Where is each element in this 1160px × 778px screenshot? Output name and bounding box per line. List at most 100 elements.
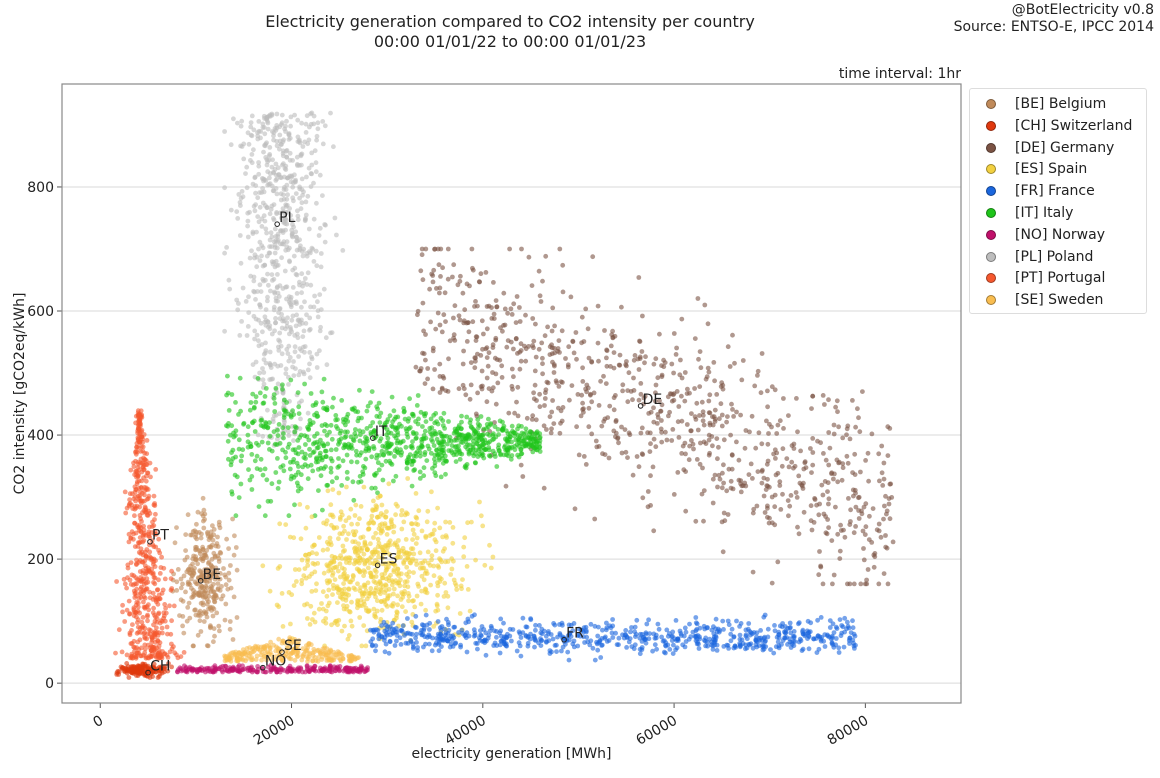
- data-point-fr: [541, 628, 547, 634]
- data-point-de: [835, 531, 841, 537]
- data-point-fr: [458, 642, 463, 648]
- data-point-it: [507, 446, 513, 451]
- data-point-pt: [147, 589, 153, 595]
- data-point-it: [384, 448, 389, 454]
- data-point-pl: [308, 171, 314, 176]
- data-point-it: [523, 430, 529, 436]
- data-point-de: [702, 302, 708, 308]
- data-point-it: [414, 403, 420, 408]
- data-point-de: [495, 380, 501, 386]
- data-point-de: [485, 363, 491, 369]
- data-point-de: [784, 456, 790, 461]
- data-point-be: [218, 596, 224, 602]
- data-point-fr: [680, 642, 686, 648]
- data-point-de: [756, 430, 762, 436]
- x-tick-label: 60000: [634, 713, 681, 749]
- data-point-de: [878, 534, 884, 540]
- data-point-pt: [151, 605, 157, 611]
- data-point-it: [369, 454, 375, 460]
- data-point-pl: [252, 328, 258, 334]
- data-point-pt: [151, 575, 157, 580]
- data-point-it: [433, 431, 439, 437]
- data-point-de: [652, 398, 658, 404]
- data-point-it: [312, 433, 317, 439]
- data-point-pt: [148, 474, 153, 480]
- data-point-pt: [135, 493, 141, 499]
- data-point-de: [850, 470, 855, 475]
- data-point-de: [457, 317, 463, 323]
- data-point-pl: [314, 200, 319, 206]
- data-point-pt: [132, 513, 137, 519]
- data-point-pt: [151, 630, 157, 636]
- data-point-be: [221, 566, 226, 571]
- data-point-de: [578, 413, 584, 419]
- data-point-it: [265, 498, 271, 504]
- data-point-es: [294, 579, 299, 584]
- data-point-de: [844, 453, 850, 459]
- data-point-it: [364, 426, 370, 431]
- data-point-es: [379, 502, 385, 508]
- data-point-pl: [313, 169, 319, 175]
- data-point-de: [473, 411, 479, 417]
- data-point-es: [349, 599, 354, 605]
- data-point-it: [502, 443, 508, 448]
- data-point-pl: [270, 416, 276, 422]
- data-point-pt: [129, 641, 135, 646]
- data-point-es: [443, 533, 449, 538]
- data-point-es: [373, 585, 379, 591]
- data-point-it: [314, 439, 320, 445]
- data-point-de: [551, 421, 557, 426]
- data-point-pl: [283, 284, 289, 290]
- data-point-it: [397, 421, 402, 427]
- data-point-de: [669, 438, 675, 443]
- data-point-be: [193, 546, 199, 552]
- data-point-fr: [806, 646, 812, 652]
- data-point-be: [226, 570, 232, 576]
- data-point-pl: [273, 161, 279, 167]
- data-point-fr: [713, 626, 719, 632]
- data-point-de: [683, 469, 688, 474]
- data-point-pt: [135, 650, 141, 656]
- data-point-it: [380, 477, 386, 483]
- data-point-it: [233, 428, 239, 434]
- data-point-es: [307, 622, 313, 627]
- data-point-de: [678, 357, 683, 363]
- data-point-pl: [294, 312, 299, 318]
- data-point-it: [272, 409, 278, 414]
- data-point-fr: [738, 621, 744, 626]
- data-point-pl: [320, 119, 326, 124]
- data-point-es: [366, 526, 372, 532]
- data-point-de: [551, 370, 557, 375]
- data-point-pt: [116, 627, 122, 633]
- data-point-de: [470, 319, 476, 325]
- data-point-it: [230, 447, 236, 453]
- data-point-fr: [590, 645, 596, 651]
- data-point-it: [463, 435, 468, 441]
- data-point-pl: [280, 390, 286, 396]
- data-point-de: [887, 516, 893, 522]
- data-point-de: [877, 478, 882, 484]
- data-point-de: [859, 511, 865, 517]
- data-point-pl: [273, 234, 279, 239]
- data-point-de: [775, 559, 781, 565]
- data-point-es: [440, 548, 446, 554]
- data-point-pl: [286, 294, 292, 300]
- data-point-pt: [140, 588, 146, 594]
- data-point-de: [858, 581, 864, 587]
- data-point-de: [758, 390, 764, 396]
- data-point-es: [329, 512, 335, 518]
- data-point-pl: [303, 212, 309, 218]
- data-point-de: [667, 409, 672, 415]
- data-point-de: [730, 407, 735, 412]
- data-point-pl: [274, 191, 280, 197]
- data-point-pt: [133, 505, 139, 511]
- data-point-pl: [305, 367, 311, 373]
- data-point-fr: [746, 621, 752, 626]
- data-point-it: [483, 447, 489, 452]
- data-point-de: [704, 374, 710, 380]
- data-point-fr: [852, 646, 857, 651]
- data-point-pl: [271, 188, 277, 194]
- data-point-fr: [518, 653, 524, 659]
- data-point-be: [202, 511, 208, 517]
- data-point-pl: [298, 416, 303, 422]
